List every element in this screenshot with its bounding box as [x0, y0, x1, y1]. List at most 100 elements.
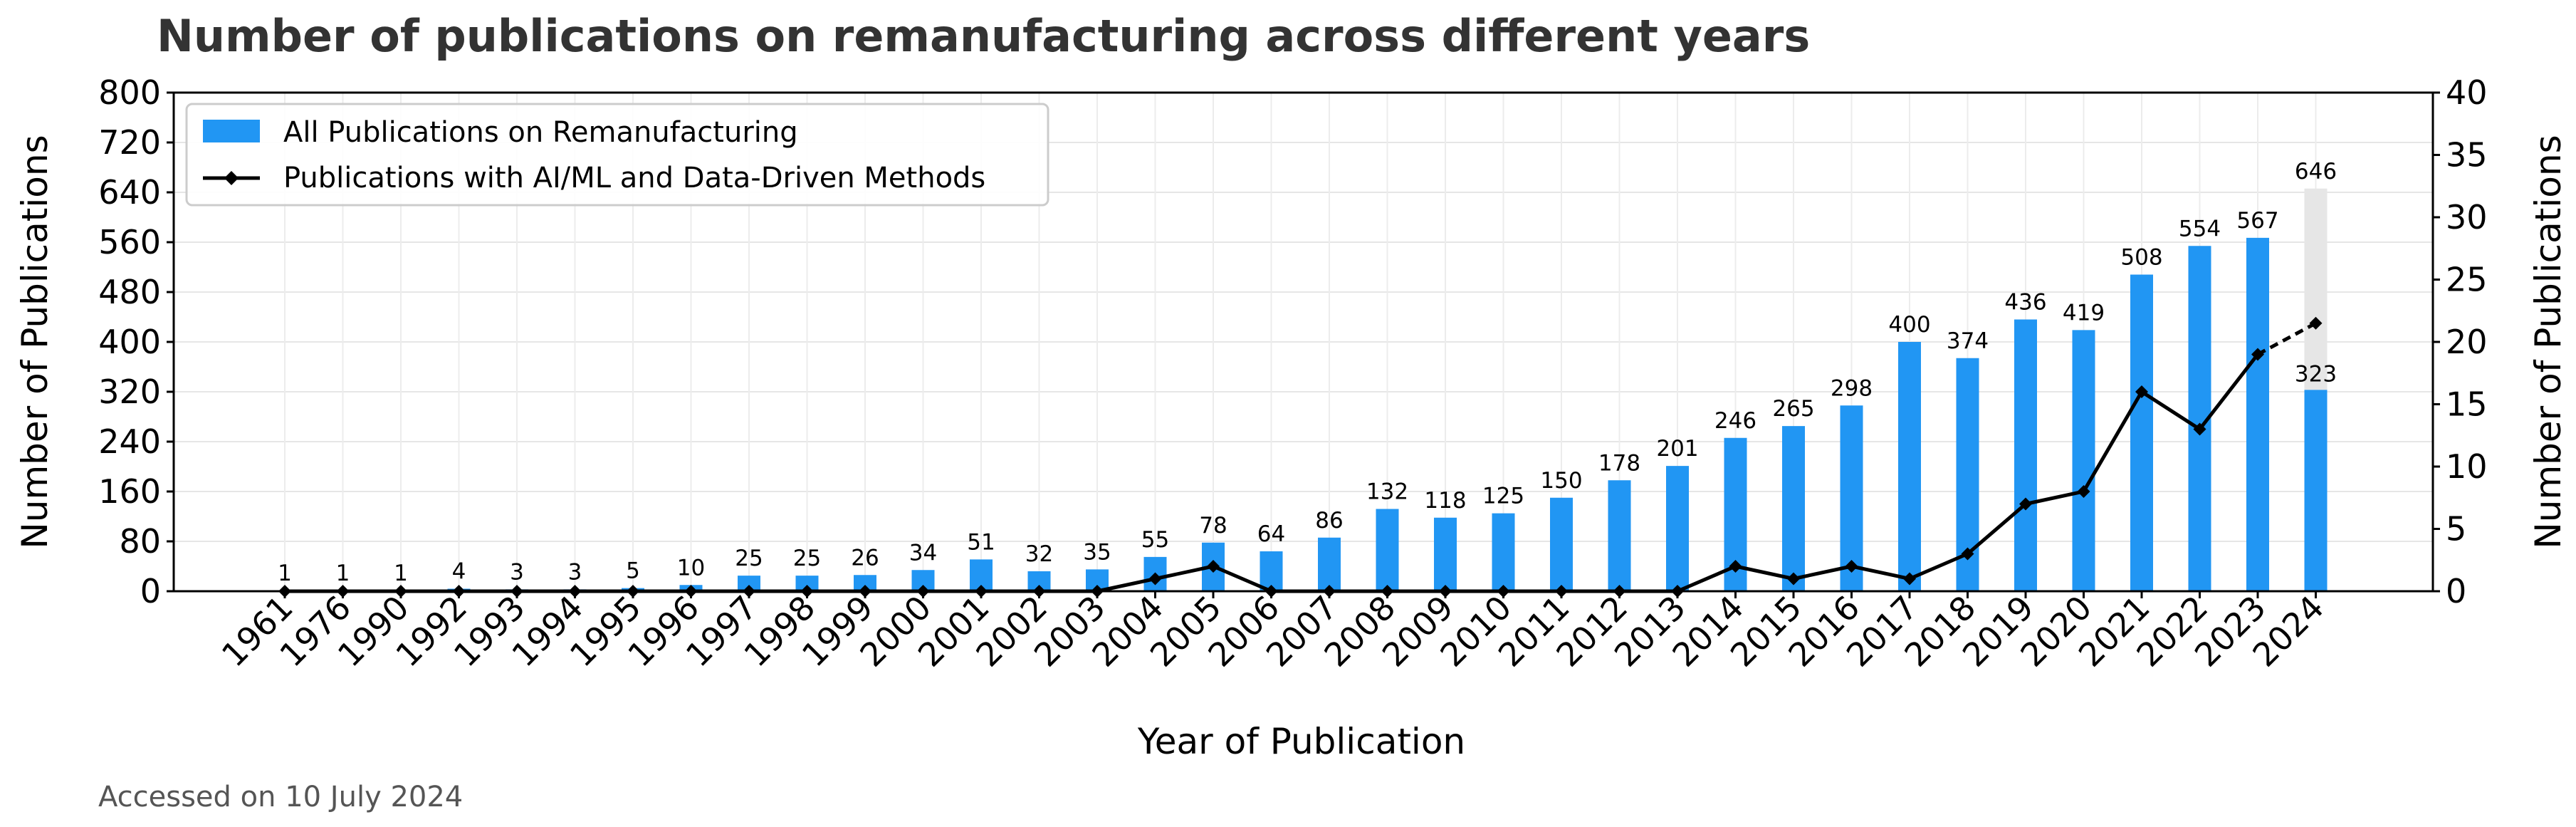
left-tick-label: 560: [98, 223, 161, 261]
left-tick-label: 640: [98, 173, 161, 212]
line-point: [2135, 385, 2148, 398]
left-tick-label: 720: [98, 123, 161, 162]
bar: [2014, 319, 2037, 591]
right-tick-label: 0: [2446, 572, 2466, 610]
right-tick-label: 20: [2446, 323, 2488, 361]
bar-value-label: 35: [1083, 539, 1111, 565]
right-tick-label: 10: [2446, 447, 2488, 486]
bar: [1608, 480, 1631, 591]
bar: [1492, 513, 1515, 591]
bar: [1898, 342, 1921, 591]
bar-value-label: 567: [2236, 208, 2278, 234]
line-point: [1961, 547, 1974, 561]
bar-value-label: 26: [851, 545, 879, 571]
bar: [2130, 274, 2153, 591]
bar-value-label: 178: [1598, 450, 1640, 476]
y-axis-label-left: Number of Publications: [14, 135, 56, 548]
bar-value-label: 51: [967, 529, 995, 555]
series-line-projection: [2256, 321, 2317, 356]
bar-value-label: 400: [1888, 312, 1930, 338]
left-tick-label: 0: [140, 572, 161, 610]
bar-value-label: 419: [2063, 300, 2105, 326]
line-point: [1207, 560, 1220, 573]
bar-value-label: 4: [452, 559, 466, 585]
bar-value-label: 118: [1424, 488, 1466, 514]
line-point: [1787, 572, 1800, 586]
bar-value-label: 150: [1540, 468, 1582, 494]
x-axis-label: Year of Publication: [1137, 721, 1465, 762]
line-point: [2193, 422, 2206, 436]
line-point: [2077, 485, 2090, 498]
projection-label: 646: [2295, 159, 2337, 184]
bar-value-label: 201: [1656, 436, 1698, 462]
left-tick-label: 480: [98, 273, 161, 311]
bar: [795, 576, 819, 591]
bar: [1260, 551, 1283, 591]
bar: [2072, 330, 2095, 591]
legend: All Publications on Remanufacturing Publ…: [185, 103, 1049, 207]
legend-line-marker: [224, 171, 239, 185]
line-point: [1729, 560, 1742, 573]
line-point: [1845, 560, 1858, 573]
right-axis-ticks: 0 5 10 15 20 25 30 35 40: [2433, 73, 2488, 610]
left-tick-label: 400: [98, 323, 161, 361]
bar: [1318, 537, 1341, 591]
bar: [2246, 237, 2269, 591]
bar-value-label: 64: [1257, 521, 1285, 547]
left-tick-label: 80: [119, 522, 161, 561]
bar: [1376, 509, 1399, 591]
bar-value-label: 5: [626, 558, 640, 584]
line-point: [1903, 572, 1916, 586]
bar-value-label: 374: [1947, 328, 1989, 354]
bar-value-label: 1: [336, 561, 350, 586]
bar-value-label: 3: [568, 559, 582, 585]
right-tick-label: 35: [2446, 136, 2488, 175]
bar: [1782, 426, 1805, 591]
bar-value-label: 1: [278, 561, 292, 586]
bar: [1666, 466, 1689, 591]
bar: [2304, 390, 2328, 591]
line-point: [1148, 572, 1162, 586]
legend-bar-label: All Publications on Remanufacturing: [283, 116, 798, 149]
bar-value-label: 246: [1714, 408, 1756, 434]
bar-value-label: 3: [510, 559, 524, 585]
bar-value-label: 1: [394, 561, 408, 586]
left-tick-label: 320: [98, 373, 161, 411]
right-tick-label: 30: [2446, 198, 2488, 236]
bar-value-label: 34: [909, 540, 937, 566]
bar: [1434, 517, 1457, 591]
line-point: [2251, 348, 2264, 361]
left-tick-label: 800: [98, 73, 161, 112]
bar-value-label: 78: [1199, 513, 1227, 539]
bar-value-label: 25: [735, 546, 763, 571]
right-tick-label: 40: [2446, 73, 2488, 112]
bar: [854, 575, 876, 591]
bar-value-label: 298: [1831, 375, 1873, 401]
legend-bar-swatch: [203, 120, 260, 142]
right-tick-label: 5: [2446, 510, 2466, 548]
bar-value-label: 554: [2179, 216, 2221, 241]
line-point: [2019, 497, 2032, 511]
line-point: [2309, 316, 2323, 330]
x-axis-ticks: 1961197619901992199319941995199619971998…: [214, 588, 2331, 675]
bar-value-label: 265: [1772, 396, 1814, 422]
bar-value-label: 25: [793, 546, 821, 571]
bar-value-label: 508: [2120, 245, 2162, 271]
chart-title: Number of publications on remanufacturin…: [157, 10, 1810, 62]
bar-value-label: 10: [677, 555, 705, 581]
bar-value-label: 55: [1141, 527, 1169, 553]
legend-line-label: Publications with AI/ML and Data-Driven …: [283, 162, 985, 194]
bar: [738, 576, 760, 591]
bar-value-label: 86: [1315, 508, 1343, 534]
right-tick-label: 25: [2446, 261, 2488, 299]
bar: [1550, 497, 1573, 591]
right-tick-label: 15: [2446, 385, 2488, 424]
y-axis-label-right: Number of Publications: [2528, 135, 2569, 548]
bar-value-label: 125: [1482, 484, 1524, 509]
legend-box: [185, 103, 1049, 207]
access-note: Accessed on 10 July 2024: [98, 781, 463, 813]
left-tick-label: 160: [98, 472, 161, 511]
left-tick-label: 240: [98, 422, 161, 461]
